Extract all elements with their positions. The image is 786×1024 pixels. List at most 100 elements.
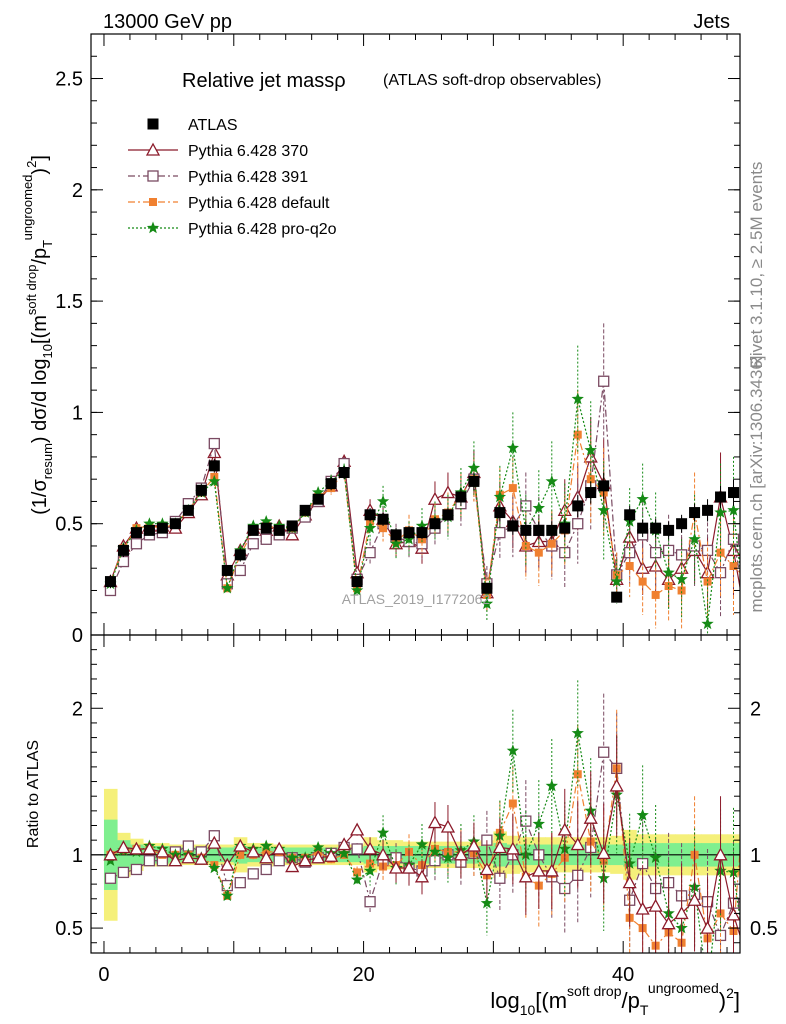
data-point-pythia-6-428-391 — [247, 538, 259, 550]
ratio-point-pythia-6-428-default — [742, 769, 750, 777]
x-tick-label: 0 — [98, 964, 109, 986]
data-point-pythia-6-428-391 — [208, 437, 220, 450]
data-point-pythia-6-428-default — [379, 524, 388, 533]
data-point-atlas — [546, 524, 558, 536]
ratio-point-pythia-6-428-391 — [234, 877, 246, 889]
ratio-point-pythia-6-428-default — [366, 859, 375, 868]
ratio-point-pythia-6-428-391 — [273, 855, 285, 867]
ratio-point-pythia-6-428-pro-q2o — [208, 861, 221, 874]
data-point-pythia-6-428-pro-q2o — [312, 486, 325, 498]
ratio-point-pythia-6-428-370 — [375, 847, 391, 861]
data-point-atlas — [507, 520, 519, 532]
y-tick-label-right-ratio: 1 — [750, 845, 761, 867]
data-point-atlas — [559, 522, 571, 534]
ratio-point-pythia-6-428-370 — [272, 841, 287, 855]
ratio-point-pythia-6-428-pro-q2o — [376, 826, 390, 839]
ratio-point-pythia-6-428-391 — [364, 896, 376, 908]
data-point-pythia-6-428-pro-q2o — [597, 503, 610, 516]
x-tick-label: 20 — [352, 964, 374, 986]
data-point-atlas — [455, 491, 467, 503]
ratio-point-pythia-6-428-370 — [181, 850, 196, 864]
data-point-atlas — [247, 524, 259, 536]
ratio-point-pythia-6-428-391 — [260, 863, 272, 876]
ratio-point-pythia-6-428-370 — [285, 859, 300, 873]
data-point-atlas — [377, 513, 389, 525]
ratio-point-pythia-6-428-pro-q2o — [649, 851, 662, 863]
ratio-point-pythia-6-428-370 — [557, 822, 572, 836]
data-point-pythia-6-428-391 — [598, 375, 610, 387]
data-point-pythia-6-428-pro-q2o — [701, 617, 714, 630]
ratio-point-pythia-6-428-370 — [349, 822, 365, 836]
ratio-point-pythia-6-428-370 — [740, 950, 752, 961]
data-point-pythia-6-428-default — [612, 570, 621, 579]
ratio-point-pythia-6-428-pro-q2o — [545, 779, 558, 792]
ratio-point-pythia-6-428-370 — [362, 841, 378, 855]
ratio-point-pythia-6-428-370 — [544, 863, 559, 877]
ratio-point-pythia-6-428-370 — [207, 835, 222, 849]
data-point-atlas — [429, 518, 441, 530]
data-point-atlas — [442, 509, 454, 521]
ratio-point-pythia-6-428-default — [236, 850, 245, 859]
legend-label-pythia-6-428-default: Pythia 6.428 default — [188, 195, 330, 212]
ratio-line-pythia-6-428-391 — [110, 750, 740, 938]
data-point-pythia-6-428-pro-q2o — [675, 572, 688, 585]
ratio-point-pythia-6-428-370 — [388, 860, 404, 874]
data-point-pythia-6-428-pro-q2o — [415, 519, 429, 532]
data-point-atlas — [221, 564, 233, 576]
ratio-axis-ticks: 0 20 40 0.5 0.5 1 1 2 2 — [55, 635, 778, 986]
ratio-point-pythia-6-428-370 — [259, 850, 274, 864]
ratio-point-pythia-6-428-370 — [648, 898, 663, 912]
data-point-pythia-6-428-pro-q2o — [610, 575, 623, 587]
ratio-point-pythia-6-428-391 — [741, 895, 751, 905]
legend-marker-pythia-6-428-391 — [147, 170, 159, 182]
ratio-point-pythia-6-428-pro-q2o — [363, 864, 377, 877]
ratio-point-pythia-6-428-pro-q2o — [480, 896, 494, 909]
chart-title: Relative jet massρ — [182, 70, 346, 92]
ratio-plot-area — [91, 680, 752, 961]
ratio-point-pythia-6-428-default — [508, 799, 517, 808]
data-point-atlas — [650, 522, 662, 534]
data-point-pythia-6-428-391 — [494, 526, 506, 539]
data-point-pythia-6-428-default — [677, 586, 686, 595]
legend-marker-atlas — [147, 118, 159, 130]
ratio-point-pythia-6-428-370 — [414, 869, 430, 883]
data-point-pythia-6-428-default — [547, 539, 556, 548]
ratio-point-pythia-6-428-370 — [596, 845, 611, 860]
y-tick-label-main: 0.5 — [55, 514, 83, 536]
data-point-atlas — [156, 522, 168, 534]
analysis-watermark: ATLAS_2019_I1772062 — [342, 591, 491, 607]
data-point-pythia-6-428-pro-q2o — [532, 501, 545, 514]
data-point-atlas — [286, 520, 298, 532]
data-point-atlas — [364, 509, 376, 521]
ratio-point-pythia-6-428-370 — [583, 810, 598, 824]
ratio-point-pythia-6-428-370 — [609, 778, 624, 792]
legend-label-pythia-6-428-pro-q2o: Pythia 6.428 pro-q2o — [188, 221, 337, 238]
data-point-atlas — [403, 527, 415, 539]
ratio-point-pythia-6-428-pro-q2o — [337, 846, 351, 859]
ratio-point-pythia-6-428-370 — [401, 860, 417, 874]
data-point-pythia-6-428-pro-q2o — [493, 490, 507, 503]
legend-marker-pythia-6-428-default — [149, 198, 157, 206]
data-point-atlas — [663, 524, 675, 536]
ratio-panel: 0 20 40 0.5 0.5 1 1 2 2 Ratio to ATLAS — [25, 634, 778, 986]
data-point-atlas — [208, 460, 220, 472]
data-point-pythia-6-428-370 — [285, 527, 300, 541]
data-point-pythia-6-428-default — [625, 561, 634, 570]
ratio-point-pythia-6-428-370 — [246, 844, 261, 858]
data-point-atlas — [234, 549, 246, 561]
header-right-label: Jets — [693, 11, 730, 33]
mcplots-label: mcplots.cern.ch [arXiv:1306.3436] — [747, 355, 766, 612]
data-point-atlas — [520, 524, 532, 536]
ratio-point-pythia-6-428-370 — [142, 841, 157, 855]
data-point-pythia-6-428-pro-q2o — [584, 443, 597, 456]
ratio-point-pythia-6-428-370 — [479, 862, 494, 876]
data-point-pythia-6-428-default — [664, 582, 673, 591]
data-point-pythia-6-428-pro-q2o — [636, 492, 649, 505]
main-panel: 0 0.5 1 1.5 2 2.5 Relative jet massρ (ATLAS s… — [20, 33, 741, 647]
data-point-pythia-6-428-pro-q2o — [727, 503, 740, 516]
ratio-point-pythia-6-428-370 — [726, 907, 740, 921]
legend-marker-pythia-6-428-pro-q2o — [146, 221, 160, 234]
data-point-atlas — [598, 480, 610, 492]
ratio-point-pythia-6-428-370 — [661, 916, 676, 930]
